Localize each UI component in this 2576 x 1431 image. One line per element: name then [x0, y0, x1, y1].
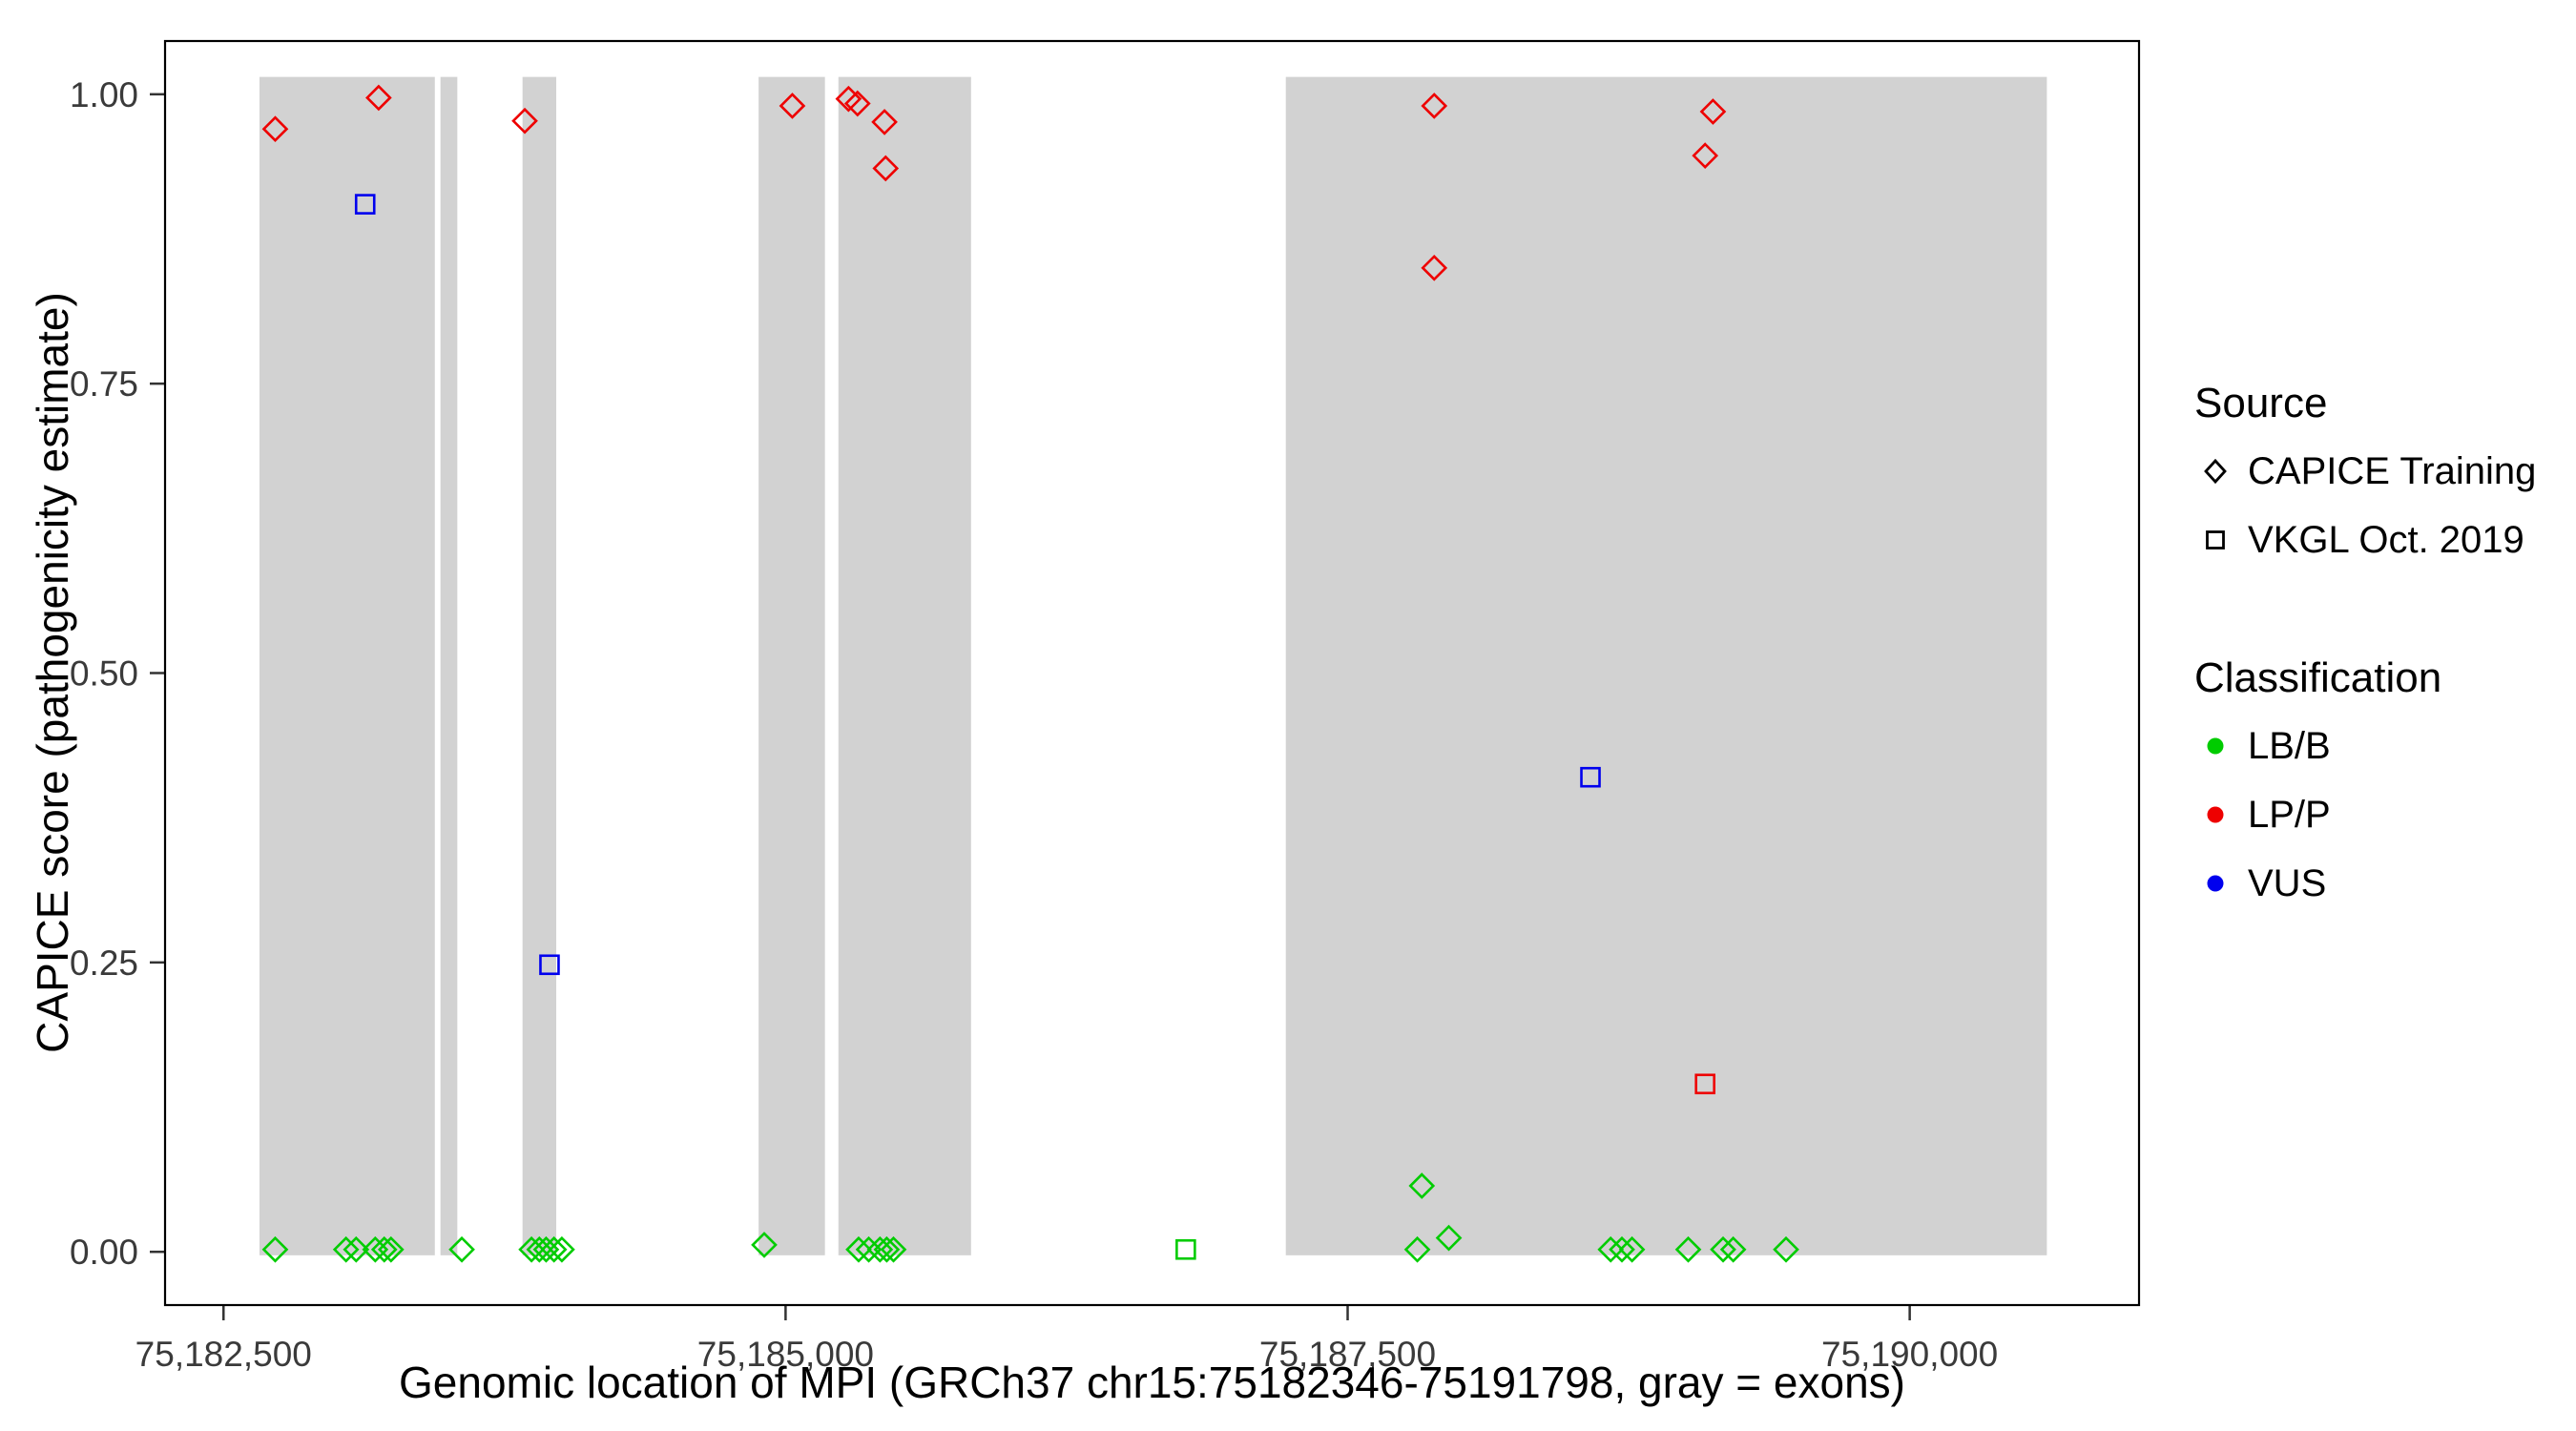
data-point-diamond: [871, 109, 898, 135]
data-point-diamond: [1618, 1235, 1646, 1263]
data-point-diamond: [843, 90, 871, 117]
legend-label-capice-training: CAPICE Training: [2248, 449, 2537, 492]
legend-label-lbb: LB/B: [2248, 724, 2331, 767]
y-tick-label: 0.00: [70, 1233, 138, 1272]
legend-item-lpp: LP/P: [2194, 780, 2536, 849]
y-tick-label: 0.25: [70, 944, 138, 983]
x-tick-label: 75,187,500: [1259, 1335, 1436, 1374]
data-point-diamond: [540, 1235, 568, 1263]
x-tick-label: 75,190,000: [1821, 1335, 1998, 1374]
data-point-diamond: [377, 1235, 405, 1263]
x-tick-label: 75,185,000: [697, 1335, 874, 1374]
data-point-diamond: [1435, 1224, 1463, 1252]
data-point-diamond: [872, 155, 900, 182]
data-point-diamond: [261, 1235, 289, 1263]
data-point-square: [1694, 1073, 1715, 1095]
data-point-diamond: [549, 1235, 575, 1263]
legend-label-vus: VUS: [2248, 861, 2327, 904]
legend-title-classification: Classification: [2194, 654, 2442, 701]
exon-region: [1285, 76, 2047, 1255]
exon-region: [522, 76, 557, 1255]
legend-item-vkgl: VKGL Oct. 2019: [2194, 506, 2536, 574]
data-point-diamond: [1719, 1235, 1747, 1263]
data-point-diamond: [1403, 1235, 1431, 1263]
legend-item-vus: VUS: [2194, 849, 2536, 918]
data-point-diamond: [261, 115, 289, 143]
data-point-diamond: [1710, 1235, 1736, 1263]
data-point-diamond: [751, 1232, 778, 1258]
legend-item-capice-training: CAPICE Training: [2194, 437, 2536, 506]
data-point-diamond: [873, 1235, 901, 1263]
data-point-diamond: [1674, 1235, 1702, 1263]
legend-label-lpp: LP/P: [2248, 793, 2331, 836]
panel-border: [163, 39, 2141, 1307]
legend-item-lbb: LB/B: [2194, 712, 2536, 780]
data-point-diamond: [1692, 142, 1719, 169]
data-point-diamond: [332, 1235, 360, 1263]
data-point-diamond: [511, 107, 538, 135]
data-point-diamond: [845, 1235, 872, 1263]
data-point-diamond: [1421, 93, 1448, 119]
data-point-diamond: [1421, 254, 1448, 281]
exon-region: [440, 76, 458, 1255]
data-point-square: [1580, 766, 1601, 788]
exon-region: [838, 76, 971, 1255]
legend-label-vkgl: VKGL Oct. 2019: [2248, 518, 2524, 561]
x-axis-title: Genomic location of MPI (GRCh37 chr15:75…: [399, 1358, 1905, 1407]
blue-dot-icon: [2207, 875, 2224, 892]
data-point-diamond: [779, 93, 806, 119]
data-point-diamond: [1699, 98, 1727, 125]
data-point-diamond: [370, 1235, 398, 1263]
y-tick-label: 0.50: [70, 654, 138, 694]
data-point-diamond: [1609, 1235, 1635, 1263]
data-point-diamond: [866, 1235, 894, 1263]
red-dot-icon: [2207, 806, 2224, 823]
data-point-diamond: [365, 84, 392, 112]
exon-region: [758, 76, 825, 1255]
green-dot-icon: [2207, 737, 2224, 755]
data-point-square: [539, 954, 560, 976]
data-point-square: [354, 194, 376, 215]
legend: Source CAPICE Training VKGL Oct. 2019 Cl…: [2194, 380, 2536, 918]
data-point-diamond: [343, 1235, 370, 1263]
data-point-square: [1175, 1238, 1196, 1260]
legend-title-source: Source: [2194, 380, 2328, 426]
data-point-diamond: [1773, 1235, 1799, 1263]
data-point-diamond: [448, 1235, 475, 1263]
exon-region: [259, 76, 435, 1255]
data-point-diamond: [880, 1235, 907, 1263]
y-tick-label: 0.75: [70, 364, 138, 404]
x-tick-label: 75,182,500: [135, 1335, 312, 1374]
data-point-diamond: [1597, 1235, 1625, 1263]
y-tick-label: 1.00: [70, 75, 138, 114]
data-point-diamond: [855, 1235, 883, 1263]
data-point-diamond: [1408, 1172, 1436, 1199]
diamond-icon: [2204, 458, 2227, 485]
y-axis-title: CAPICE score (pathogenicity estimate): [28, 292, 77, 1053]
square-icon: [2206, 530, 2225, 550]
